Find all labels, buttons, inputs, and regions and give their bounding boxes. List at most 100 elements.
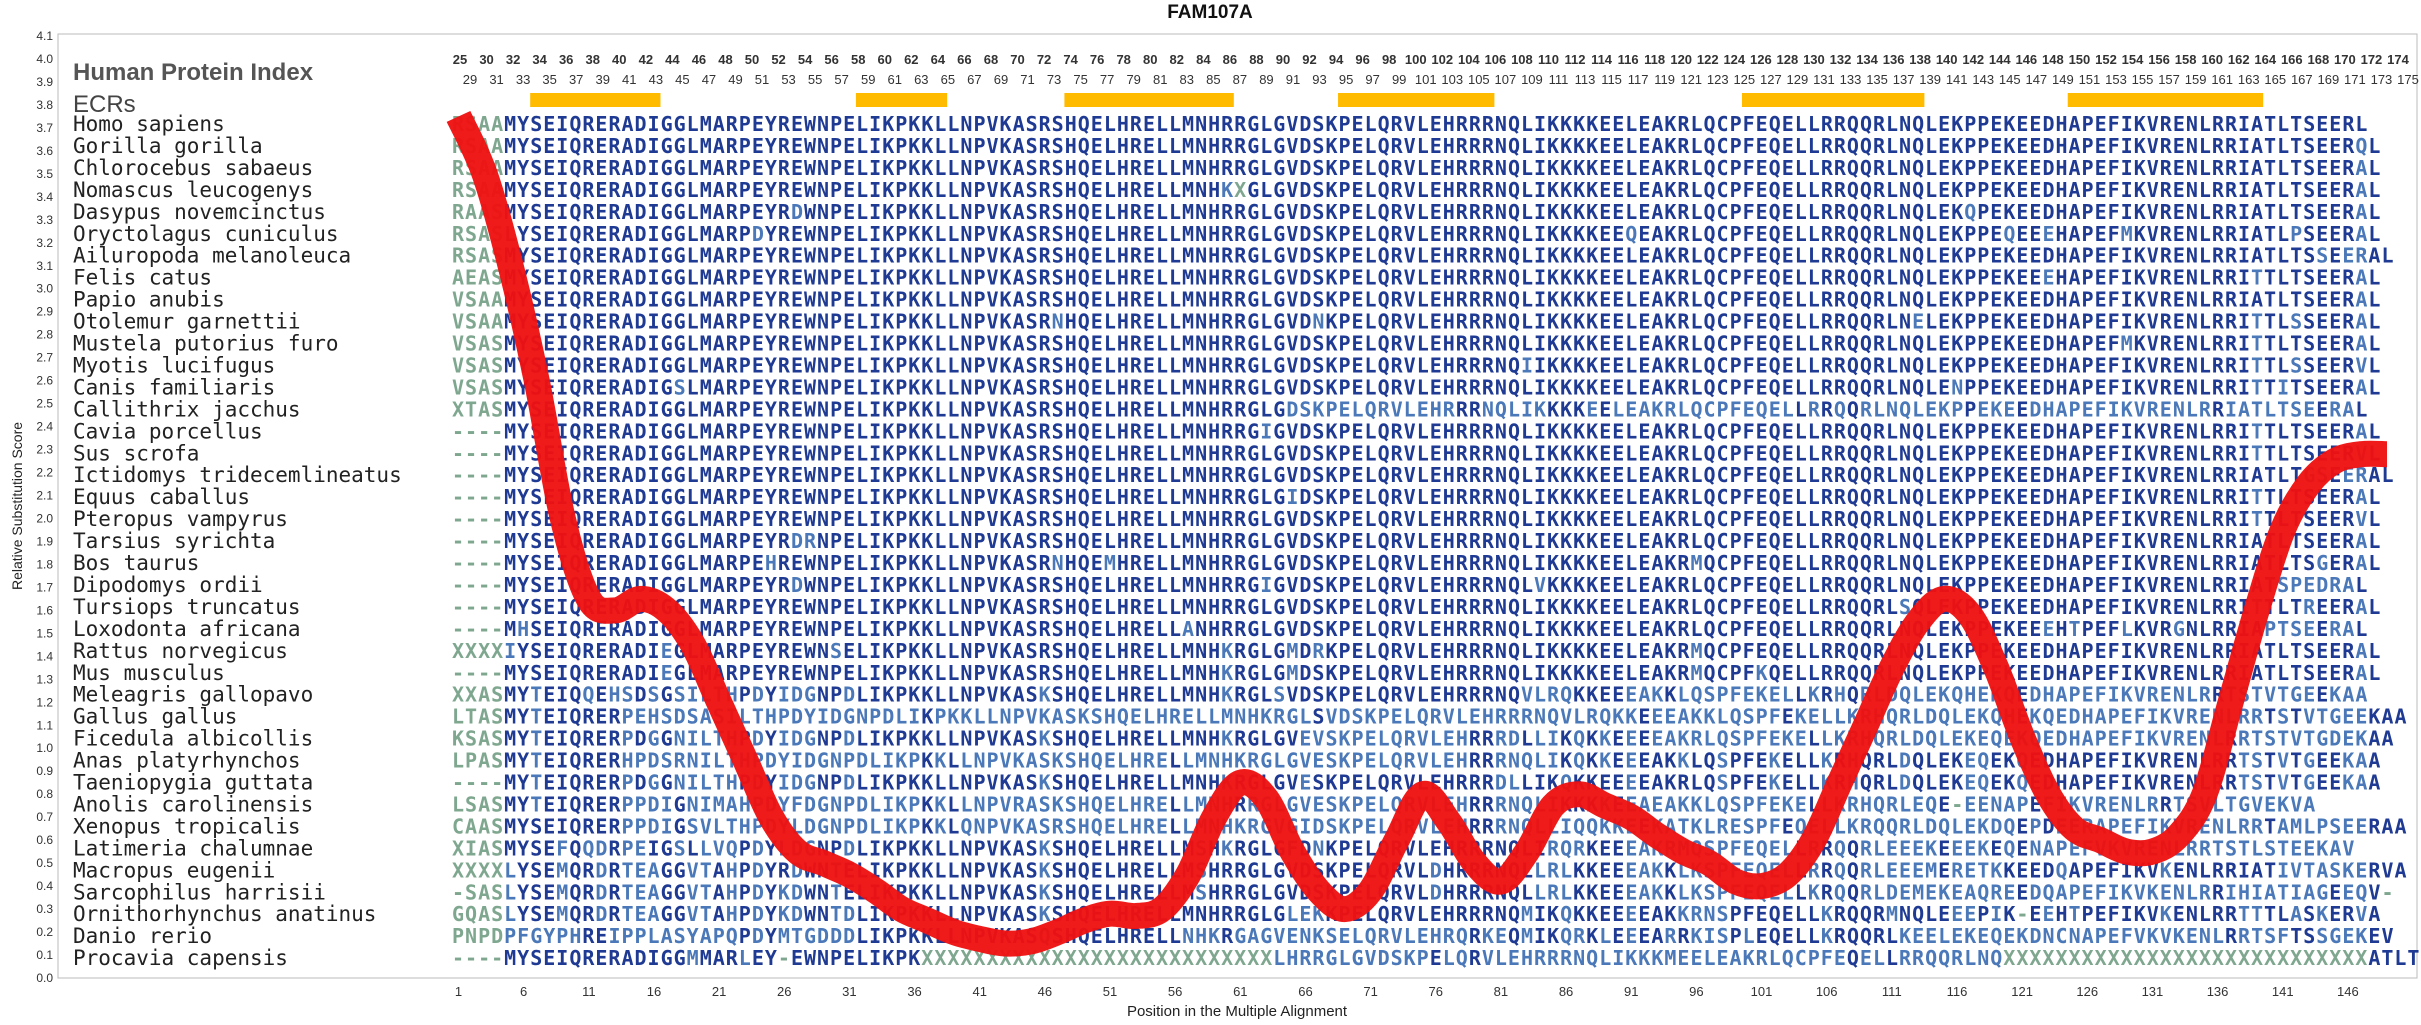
protein-index-label: 154 (2122, 52, 2144, 67)
y-axis-label: Relative Substitution Score (9, 422, 25, 590)
alignment-row: RAASMYSEIQRERADIGGLMARPEYRDWNPELIKPKKLLN… (452, 200, 2380, 224)
protein-index-label: 68 (984, 52, 998, 67)
alignment-row: RSAAMYSEIQRERADIGGLMARPEYREWNPELIKPKKLLN… (452, 156, 2380, 180)
protein-index-label: 107 (1495, 72, 1517, 87)
y-tick-label: 2.6 (36, 374, 53, 388)
protein-index-label: 131 (1813, 72, 1835, 87)
species-name: Gallus gallus (73, 705, 237, 729)
conservation-curve (446, 110, 2388, 957)
protein-index-label: 63 (914, 72, 928, 87)
y-tick-label: 1.9 (36, 534, 53, 548)
species-name: Tursiops truncatus (73, 595, 301, 619)
protein-index-label: 38 (586, 52, 600, 67)
y-tick-label: 0.3 (36, 902, 53, 916)
protein-index-label: 100 (1405, 52, 1427, 67)
y-tick-label: 0.0 (36, 971, 53, 985)
x-tick-label: 96 (1689, 984, 1703, 999)
protein-index-label: 50 (745, 52, 759, 67)
protein-index-label: 35 (542, 72, 556, 87)
protein-index-label: 142 (1962, 52, 1984, 67)
protein-index-label: 44 (665, 52, 680, 67)
protein-index-label: 96 (1355, 52, 1369, 67)
x-tick-label: 141 (2272, 984, 2294, 999)
protein-index-label: 55 (808, 72, 822, 87)
protein-index-label: 29 (463, 72, 477, 87)
protein-index-label: 164 (2254, 52, 2276, 67)
alignment-row: ----MYSEIQRERADIGGLMARPEYREWNPELIKPKKLLN… (452, 441, 2380, 465)
protein-index-label: 162 (2228, 52, 2250, 67)
protein-index-label: 110 (1538, 52, 1559, 67)
protein-index-label: 115 (1601, 72, 1622, 87)
species-name: Nomascus leucogenys (73, 178, 313, 202)
protein-index-label: 146 (2015, 52, 2037, 67)
protein-index-label: 80 (1143, 52, 1157, 67)
species-name: Bos taurus (73, 551, 199, 575)
y-tick-label: 2.1 (36, 489, 53, 503)
human-protein-index-label: Human Protein Index (73, 59, 314, 86)
species-name: Rattus norvegicus (73, 639, 288, 663)
protein-index-label: 91 (1286, 72, 1300, 87)
x-tick-label: 81 (1494, 984, 1508, 999)
protein-index-label: 159 (2185, 72, 2207, 87)
alignment-row: ----MYSEIQRERADIGGLMARPEYREWNPELIKPKKLLN… (452, 595, 2380, 619)
alignment-row: PNPDPFGYPHREIPPLASYAPQPDYMTGDDDLIKPKKLLN… (452, 924, 2394, 948)
alignment-row: KSASMYTEIQRERPDGGNILTHPDYIDGNPDLIKPKKLLN… (452, 727, 2394, 751)
protein-index-label: 172 (2361, 52, 2383, 67)
protein-index-label: 111 (1549, 72, 1569, 87)
chart-title: FAM107A (1167, 2, 1253, 23)
protein-index-label: 78 (1116, 52, 1130, 67)
species-name: Latimeria chalumnae (73, 836, 313, 860)
species-name: Canis familiaris (73, 375, 275, 399)
species-name: Gorilla gorilla (73, 134, 263, 158)
species-name: Papio anubis (73, 288, 225, 312)
protein-index-label: 157 (2158, 72, 2180, 87)
protein-index-label: 136 (1883, 52, 1905, 67)
protein-index-label: 173 (2371, 72, 2393, 87)
y-tick-label: 2.8 (36, 328, 53, 342)
protein-index-label: 114 (1591, 52, 1613, 67)
protein-index-label: 117 (1628, 72, 1649, 87)
x-tick-label: 136 (2207, 984, 2229, 999)
protein-index-label: 72 (1037, 52, 1051, 67)
alignment-row: ----MYSEIQRERADIGGLMARPEHREWNPELIKPKKLLN… (452, 551, 2380, 575)
species-name: Loxodonta africana (73, 617, 301, 641)
alignment-row: ----MYSEIQRERADIGGLMARPEYRDRNPELIKPKKLLN… (452, 529, 2380, 553)
protein-index-label: 125 (1733, 72, 1755, 87)
ecr-bar (855, 93, 948, 107)
alignment-row: ----MYSEIQRERADIGGMMARLEY-EWNPELIKPKXXXX… (452, 946, 2421, 970)
protein-index-label: 148 (2042, 52, 2064, 67)
alignment-row: LTASMYTEIQRERPEHSDSASILTHPDYIDGNPDLIKPKK… (452, 705, 2407, 729)
ecr-bar (2067, 93, 2264, 107)
y-tick-label: 2.5 (36, 397, 53, 411)
y-tick-label: 1.3 (36, 672, 53, 686)
y-tick-label: 1.5 (36, 626, 53, 640)
alignment-row: ----MYSEIQRERADIGGLMARPEYREWNPELIKPKKLLN… (452, 419, 2380, 443)
protein-index-label: 90 (1276, 52, 1290, 67)
protein-index-label: 156 (2148, 52, 2170, 67)
protein-index-label: 34 (532, 52, 547, 67)
protein-index-label: 42 (639, 52, 653, 67)
y-tick-label: 3.9 (36, 75, 53, 89)
protein-index-label: 76 (1090, 52, 1104, 67)
protein-index-label: 88 (1249, 52, 1263, 67)
protein-index-label: 56 (824, 52, 838, 67)
y-tick-label: 1.7 (36, 580, 53, 594)
y-tick-label: 0.8 (36, 787, 53, 801)
x-tick-label: 21 (712, 984, 726, 999)
alignment-row: RSAAMYSEIQRERADIGGLMARPEYREWNPELIKPKKLLN… (452, 134, 2380, 158)
protein-index-label: 102 (1431, 52, 1453, 67)
x-tick-label: 131 (2142, 984, 2164, 999)
species-name: Ficedula albicollis (73, 727, 313, 751)
protein-index-label: 163 (2238, 72, 2260, 87)
protein-index-label: 101 (1415, 72, 1437, 87)
protein-index-label: 54 (798, 52, 813, 67)
protein-index-label: 174 (2387, 52, 2409, 67)
protein-index-label: 175 (2397, 72, 2419, 87)
y-tick-label: 0.2 (36, 925, 53, 939)
protein-index-label: 145 (1999, 72, 2021, 87)
protein-index-label: 41 (622, 72, 636, 87)
y-tick-label: 3.6 (36, 144, 53, 158)
species-name: Taeniopygia guttata (73, 771, 313, 795)
protein-index-label: 122 (1697, 52, 1719, 67)
